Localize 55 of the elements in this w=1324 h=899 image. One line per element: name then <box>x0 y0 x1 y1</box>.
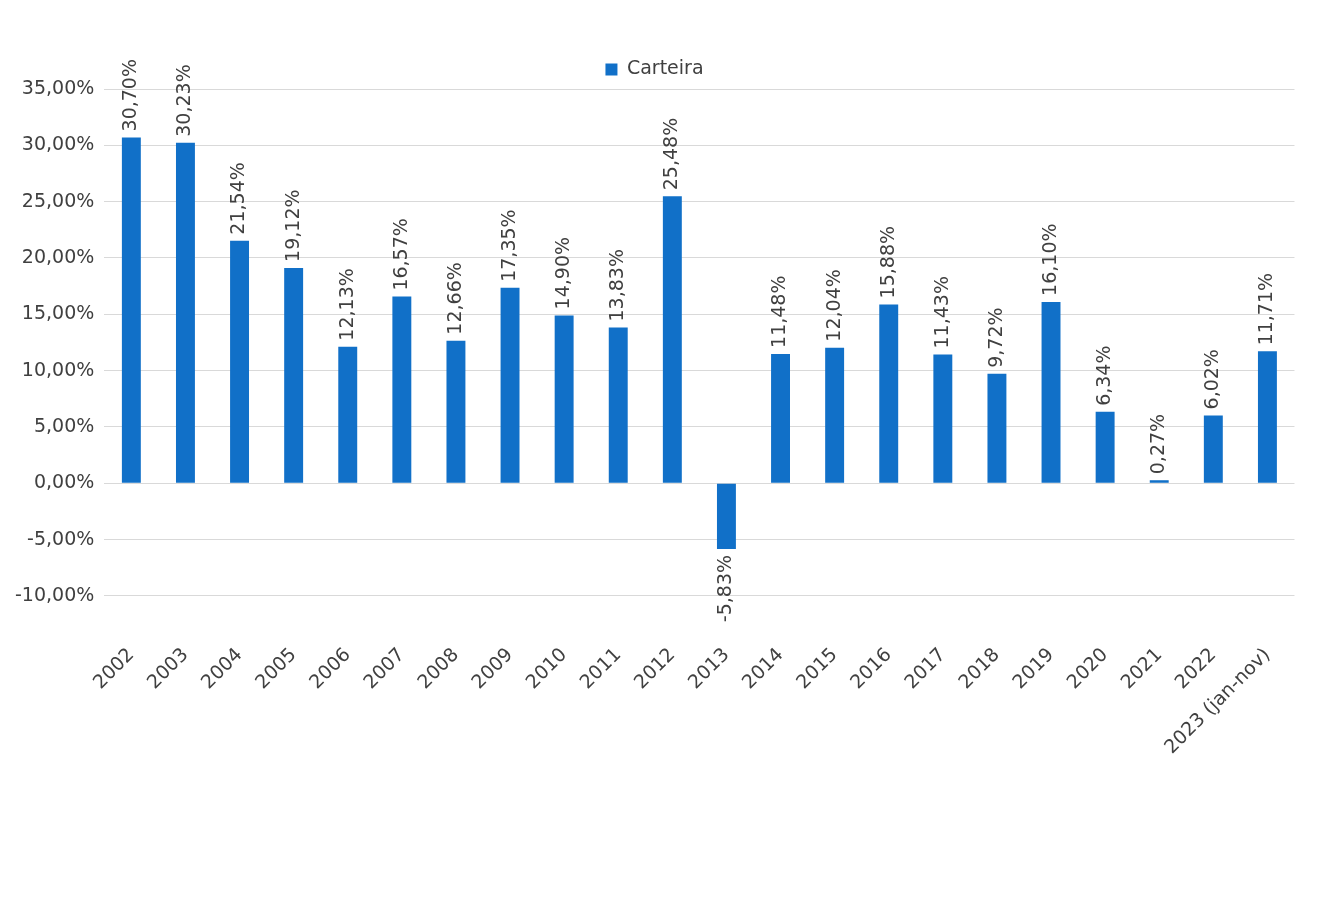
bar <box>1203 415 1223 483</box>
data-label: 13,83% <box>605 249 628 322</box>
bar <box>608 327 628 483</box>
data-label: 21,54% <box>226 162 249 235</box>
bar <box>500 287 520 483</box>
bar <box>716 483 736 549</box>
bar <box>1149 480 1169 483</box>
bar <box>987 373 1007 483</box>
bar <box>338 346 358 483</box>
data-label: 16,57% <box>388 218 411 291</box>
y-tick-label: 20,00% <box>21 244 95 267</box>
bar <box>771 353 790 483</box>
bar <box>662 196 682 483</box>
data-label: 16,10% <box>1037 223 1060 296</box>
data-label: 12,66% <box>442 262 465 335</box>
data-label: 11,48% <box>767 275 790 348</box>
data-label: 6,02% <box>1200 349 1223 410</box>
bar <box>933 354 953 483</box>
y-tick-label: -10,00% <box>14 582 95 605</box>
legend-label: Carteira <box>626 56 704 79</box>
bar <box>825 347 845 483</box>
data-label: 17,35% <box>496 209 519 282</box>
y-tick-label: 30,00% <box>21 132 95 155</box>
y-tick-label: 15,00% <box>21 301 95 324</box>
bar <box>175 142 195 483</box>
y-tick-label: 0,00% <box>33 470 95 493</box>
bar <box>879 304 899 483</box>
data-label: 6,34% <box>1092 345 1115 406</box>
data-label: 30,23% <box>172 64 195 137</box>
y-tick-label: 10,00% <box>21 357 95 380</box>
y-tick-label: 25,00% <box>21 188 95 211</box>
data-label: 14,90% <box>551 236 574 310</box>
y-tick-label: 35,00% <box>21 75 95 98</box>
bar <box>1041 301 1061 483</box>
data-label: 30,70% <box>118 58 141 132</box>
bar <box>121 137 141 483</box>
bar <box>284 267 304 483</box>
bar <box>230 240 250 483</box>
data-label: 11,71% <box>1254 272 1277 346</box>
data-label: 12,04% <box>821 269 844 342</box>
data-label: 12,13% <box>334 268 357 341</box>
bar <box>1095 411 1115 483</box>
data-label: 19,12% <box>280 189 303 262</box>
bar <box>1257 351 1277 483</box>
y-tick-label: -5,00% <box>27 526 95 549</box>
bar <box>554 315 574 483</box>
data-label: 11,43% <box>929 276 952 349</box>
data-label: -5,83% <box>713 554 736 623</box>
bar <box>392 296 412 483</box>
y-tick-label: 5,00% <box>33 413 95 436</box>
data-label: 15,88% <box>875 225 898 299</box>
bar <box>446 340 466 483</box>
data-label: 0,27% <box>1146 413 1169 475</box>
data-label: 9,72% <box>983 307 1006 368</box>
data-label: 25,48% <box>659 117 682 191</box>
